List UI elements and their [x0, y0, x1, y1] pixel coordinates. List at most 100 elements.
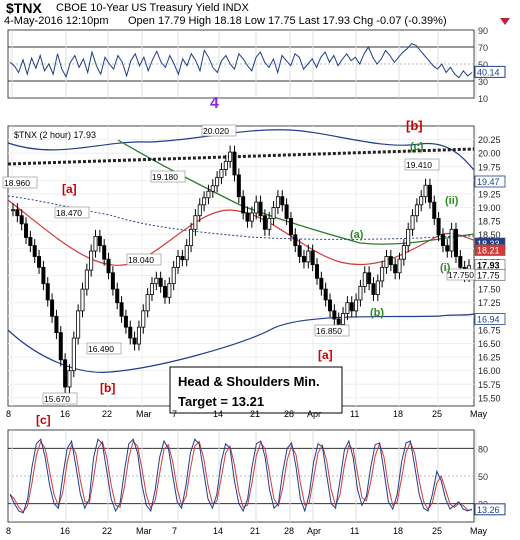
wave-label: (b) — [370, 307, 384, 319]
wave-label: [b] — [100, 381, 115, 395]
annotation-box — [169, 366, 343, 414]
candle-body — [349, 302, 354, 312]
price-panel-frame — [7, 125, 475, 407]
price-x-label: 22 — [102, 409, 112, 419]
candle-body — [332, 310, 337, 320]
candle-body — [219, 169, 224, 179]
stoch-x-label: May — [470, 526, 488, 536]
candle-body — [336, 318, 341, 325]
stoch-x-label: 25 — [432, 526, 442, 536]
chart-header: $TNX CBOE 10-Year US Treasury Yield INDX… — [0, 0, 520, 28]
price-label-box — [42, 392, 78, 405]
price-label-box — [404, 158, 440, 171]
candle-body — [375, 280, 380, 295]
candle-body — [162, 285, 167, 298]
price-label: 18.470 — [56, 208, 82, 218]
last-value-label: 17.75 — [477, 271, 500, 281]
symbol-description: CBOE 10-Year US Treasury Yield INDX — [56, 2, 249, 14]
wave-label: [a] — [318, 348, 333, 362]
candle-body — [445, 245, 450, 252]
price-label: 19.180 — [152, 172, 178, 182]
price-label: 20.020 — [203, 126, 229, 136]
band-level-label: 16.94 — [477, 315, 500, 325]
candle-body — [128, 326, 133, 339]
stoch-last-box — [474, 503, 506, 516]
price-label: 16.490 — [88, 344, 114, 354]
stoch-x-label: 22 — [102, 526, 112, 536]
candle-body — [245, 212, 250, 222]
candle-body — [232, 151, 237, 176]
candle-body — [354, 299, 359, 312]
price-tick-label: 15.75 — [478, 380, 501, 390]
candle-body — [319, 277, 324, 290]
candle-body — [362, 272, 367, 287]
candle-body — [328, 299, 333, 312]
candle-body — [358, 285, 363, 301]
price-x-label: 11 — [350, 409, 359, 419]
candle-body — [440, 234, 445, 247]
last-value-label: 18.33 — [477, 239, 500, 249]
candle-body — [189, 228, 194, 247]
candle-body — [293, 234, 298, 247]
stoch-tick-label: 80 — [478, 444, 488, 454]
candle-body — [393, 264, 398, 274]
candle-body — [80, 288, 85, 312]
wave-label: 4 — [210, 95, 219, 112]
candle-body — [149, 283, 154, 295]
candle-body — [345, 302, 350, 314]
candle-body — [141, 310, 146, 328]
price-tick-label: 20.00 — [478, 149, 501, 159]
candle-body — [67, 370, 72, 388]
price-label: 19.410 — [406, 160, 432, 170]
stoch-k-line — [9, 438, 473, 514]
candle-body — [275, 196, 280, 208]
price-x-label: 14 — [213, 409, 223, 419]
rsi-tick-label: 70 — [478, 43, 488, 53]
candle-body — [28, 237, 33, 247]
candle-body — [262, 215, 267, 230]
wave-label: (c) — [410, 141, 424, 153]
candle-body — [436, 218, 441, 236]
price-x-label: Apr — [307, 409, 321, 419]
price-tick-label: 16.25 — [478, 353, 501, 363]
candle-body — [414, 204, 419, 217]
candle-body — [167, 283, 172, 298]
candle-body — [427, 184, 432, 203]
price-x-label: May — [470, 409, 488, 419]
annotation-line1: Head & Shoulders Min. — [178, 374, 320, 389]
candle-body — [323, 288, 328, 301]
candle-body — [449, 228, 454, 252]
price-x-label: Mar — [136, 409, 152, 419]
candle-body — [241, 196, 246, 214]
price-tick-label: 18.50 — [478, 230, 501, 240]
stoch-x-label: 7 — [172, 526, 177, 536]
candle-body — [106, 258, 111, 274]
candle-body — [249, 212, 254, 222]
price-x-label: 8 — [6, 409, 11, 419]
candle-body — [215, 177, 220, 187]
candle-body — [423, 184, 428, 198]
candle-body — [254, 201, 259, 214]
candle-body — [58, 332, 63, 361]
candle-body — [115, 288, 120, 304]
candle-body — [171, 266, 176, 285]
candle-body — [193, 215, 198, 230]
price-x-label: 18 — [393, 409, 403, 419]
wave-label: (a) — [350, 229, 364, 241]
price-label: 18.040 — [128, 255, 154, 265]
candle-body — [271, 207, 276, 219]
candle-body — [202, 197, 207, 206]
candle-body — [297, 245, 302, 257]
band-level-label: 19.47 — [477, 177, 500, 187]
price-panel-title: $TNX (2 hour) 17.93 — [14, 130, 96, 140]
price-label-box — [86, 342, 122, 355]
wave-label: [c] — [36, 413, 51, 427]
candle-body — [236, 174, 241, 198]
upper-band-line — [7, 129, 475, 171]
quote-date: 4-May-2016 12:10pm — [4, 15, 109, 27]
stoch-x-label: 18 — [393, 526, 403, 536]
rsi-tick-label: 90 — [478, 26, 488, 36]
wave-label: (ii) — [445, 195, 459, 207]
stoch-x-label: 14 — [213, 526, 223, 536]
stoch-x-label: Apr — [307, 526, 321, 536]
